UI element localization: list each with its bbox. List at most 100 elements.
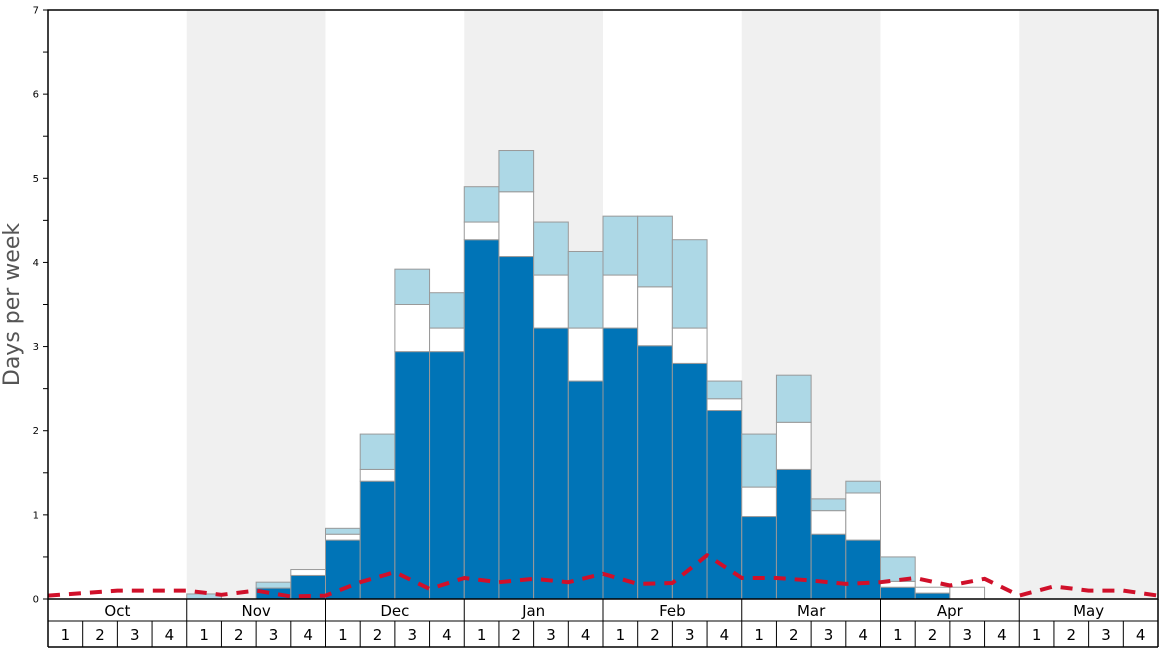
bar-segment-top xyxy=(498,150,535,193)
bar-segment-top xyxy=(602,215,639,276)
x-axis: Oct Nov Dec Jan Feb Mar Apr May 1 2 3 4 1 2 3 4 1 2 3 4 1 2 3 4… xyxy=(47,599,1159,648)
bar-segment-middle xyxy=(602,274,639,329)
week-label: 3 xyxy=(1101,626,1111,644)
week-label: 3 xyxy=(130,626,140,644)
bar-segment-top xyxy=(463,186,500,223)
month-shade-may xyxy=(1019,10,1158,599)
week-label: 2 xyxy=(928,626,938,644)
week-label: 1 xyxy=(1032,626,1042,644)
week-label: 1 xyxy=(199,626,209,644)
month-label-mar: Mar xyxy=(797,602,826,620)
week-label: 1 xyxy=(616,626,626,644)
bar-segment-middle xyxy=(567,327,604,382)
bar-segment-bottom xyxy=(810,533,847,600)
bar-segment-bottom xyxy=(845,539,881,600)
bar-segment-middle xyxy=(325,533,361,541)
bar-segment-middle xyxy=(290,569,326,576)
bar-segment-top xyxy=(394,268,431,306)
week-label: 2 xyxy=(95,626,105,644)
bar-segment-middle xyxy=(949,586,986,600)
bar-segment-top xyxy=(741,433,777,488)
week-label: 1 xyxy=(754,626,764,644)
y-tick-label: 1 xyxy=(33,510,39,521)
month-shade-nov xyxy=(186,10,326,599)
week-label: 4 xyxy=(858,626,868,644)
bar-segment-middle xyxy=(741,486,777,518)
bar-segment-top xyxy=(671,239,708,329)
y-tick-label: 6 xyxy=(33,90,39,101)
bar-segment-top xyxy=(429,292,465,329)
week-label: 2 xyxy=(650,626,660,644)
y-tick-label: 5 xyxy=(33,174,39,185)
bar-segment-middle xyxy=(359,468,396,482)
month-label-nov: Nov xyxy=(241,602,270,620)
bar-segment-bottom xyxy=(602,327,639,600)
week-label: 4 xyxy=(997,626,1007,644)
plot-frame xyxy=(47,9,1159,600)
week-label: 3 xyxy=(546,626,556,644)
bar-segment-middle xyxy=(810,510,847,535)
bar-segment-bottom xyxy=(671,362,708,600)
y-tick-label: 0 xyxy=(33,595,39,606)
week-label: 1 xyxy=(477,626,487,644)
bar-segment-top xyxy=(706,380,743,400)
bar-segment-top xyxy=(359,433,396,470)
week-label: 3 xyxy=(685,626,695,644)
bar-segment-bottom xyxy=(463,239,500,600)
bar-segment-bottom xyxy=(498,256,535,600)
bar-segment-middle xyxy=(429,327,465,353)
bar-segment-middle xyxy=(533,274,569,329)
month-label-dec: Dec xyxy=(380,602,409,620)
bar-segment-middle xyxy=(637,286,673,347)
week-label: 2 xyxy=(373,626,383,644)
bar-segment-bottom xyxy=(429,351,465,600)
bar-segment-bottom xyxy=(914,592,951,600)
bar-segment-middle xyxy=(845,492,881,541)
bar-segment-top xyxy=(810,498,847,512)
bar-segment-top xyxy=(775,374,812,423)
month-label-jan: Jan xyxy=(521,602,545,620)
y-tick-label: 7 xyxy=(33,6,39,17)
week-label: 4 xyxy=(442,626,452,644)
month-label-oct: Oct xyxy=(104,602,130,620)
y-axis-title: Days per week xyxy=(0,223,25,386)
week-label: 2 xyxy=(512,626,522,644)
week-label: 3 xyxy=(962,626,972,644)
bar-segment-bottom xyxy=(637,345,673,600)
bar-segment-top xyxy=(325,527,361,535)
bar-segment-top xyxy=(533,221,569,276)
week-label: 4 xyxy=(581,626,591,644)
bar-segment-middle xyxy=(706,398,743,412)
week-label: 3 xyxy=(407,626,417,644)
week-label: 2 xyxy=(789,626,799,644)
bar-segment-middle xyxy=(463,221,500,241)
bar-segment-middle xyxy=(394,304,431,353)
bar-segment-middle xyxy=(914,586,951,594)
bar-segment-middle xyxy=(498,191,535,258)
week-label: 4 xyxy=(303,626,313,644)
week-label: 1 xyxy=(338,626,348,644)
week-label: 3 xyxy=(269,626,279,644)
bar-segment-top xyxy=(845,480,881,494)
bar-segment-bottom xyxy=(533,327,569,600)
y-axis: 0 1 2 3 4 5 6 7 xyxy=(33,6,48,606)
bar-segment-bottom xyxy=(880,586,916,600)
dashed-line xyxy=(47,553,1159,599)
bar-segment-bottom xyxy=(567,380,604,600)
y-tick-label: 4 xyxy=(33,258,39,269)
week-label: 1 xyxy=(893,626,903,644)
week-label: 2 xyxy=(234,626,244,644)
bar-segment-middle xyxy=(671,327,708,364)
month-label-may: May xyxy=(1073,602,1104,620)
bar-segment-top xyxy=(255,581,292,589)
week-label: 4 xyxy=(1136,626,1146,644)
bar-segment-bottom xyxy=(706,410,743,600)
y-tick-label: 2 xyxy=(33,426,39,437)
week-label: 4 xyxy=(720,626,730,644)
bar-segment-middle xyxy=(775,421,812,470)
bar-segment-bottom xyxy=(741,516,777,600)
bar-segment-top xyxy=(637,215,673,288)
dashed-line-series xyxy=(47,553,1159,599)
month-label-feb: Feb xyxy=(659,602,686,620)
